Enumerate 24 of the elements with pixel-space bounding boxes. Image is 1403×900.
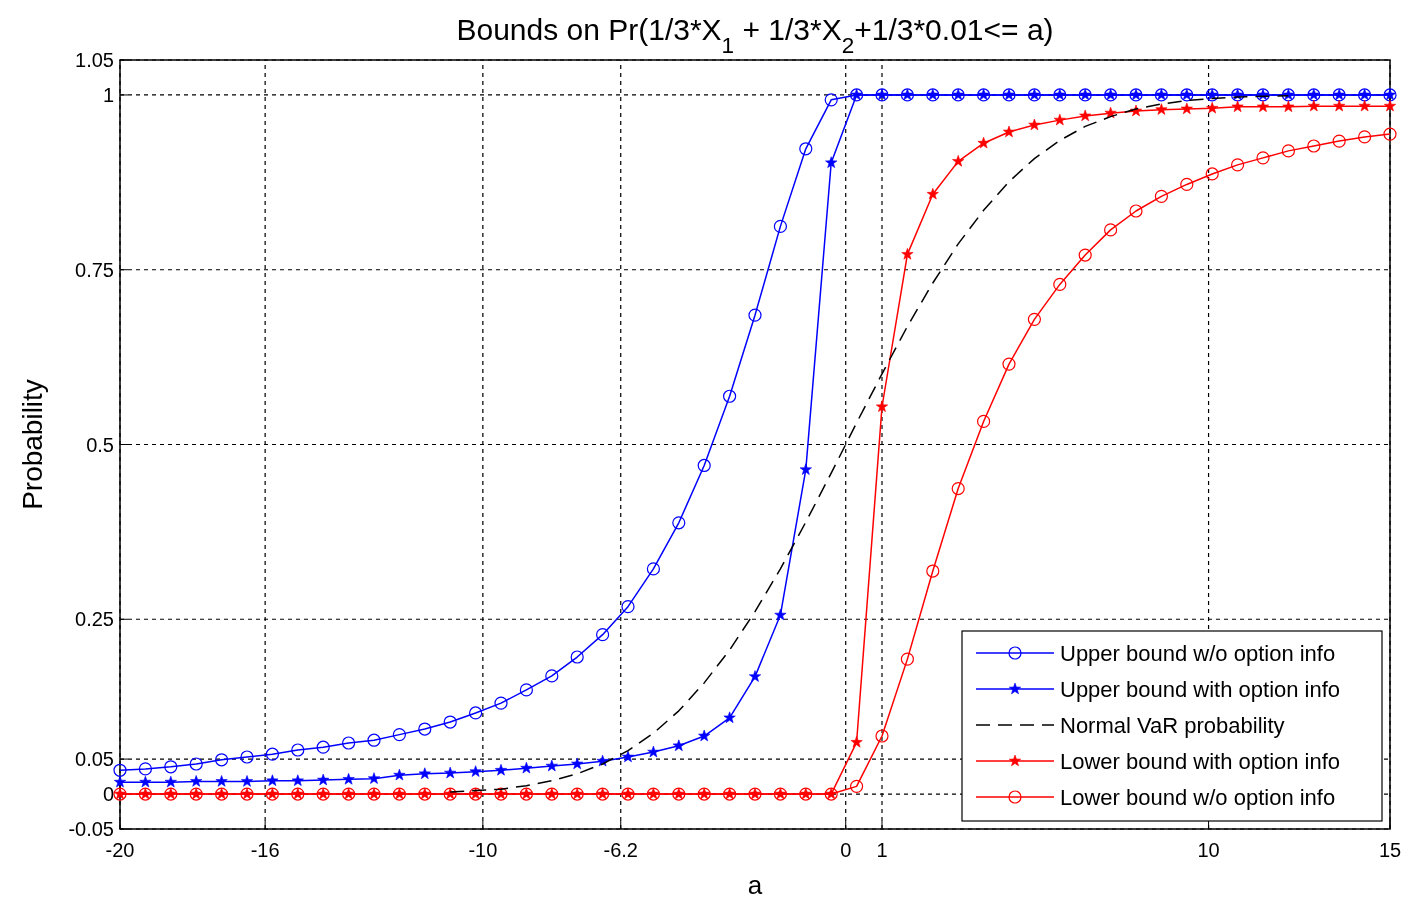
- legend-label: Lower bound with option info: [1060, 749, 1341, 774]
- x-tick-label: -6.2: [603, 839, 638, 861]
- chart-title: Bounds on Pr(1/3*X$_{1}$ + 1/3*X$_{2}$+1/3*0.01<= a): [456, 13, 1054, 58]
- y-tick-label: 0.5: [86, 433, 114, 456]
- legend-label: Upper bound w/o option info: [1060, 641, 1336, 666]
- x-tick-label: 15: [1378, 839, 1402, 861]
- x-tick-label: -16: [250, 839, 280, 861]
- y-tick-label: 0: [102, 783, 114, 806]
- legend-label: Lower bound w/o option info: [1060, 785, 1336, 810]
- y-tick-label: 0.25: [75, 608, 114, 631]
- y-tick-label: 0.75: [75, 258, 114, 281]
- x-tick-label: 0: [840, 839, 852, 861]
- y-axis-title: Probability: [17, 379, 48, 510]
- x-axis-title: a: [747, 870, 763, 900]
- y-tick-label: 0.05: [75, 748, 114, 771]
- x-tick-label: 1: [876, 839, 888, 861]
- x-tick-label: 10: [1197, 839, 1220, 861]
- legend-label: Upper bound with option info: [1060, 677, 1341, 702]
- x-tick-label: -20: [105, 839, 135, 861]
- legend-label: Normal VaR probability: [1060, 713, 1285, 738]
- y-tick-label: -0.05: [68, 818, 114, 840]
- y-tick-label: 1: [102, 83, 114, 106]
- y-tick-label: 1.05: [75, 49, 114, 71]
- x-tick-label: -10: [468, 839, 498, 861]
